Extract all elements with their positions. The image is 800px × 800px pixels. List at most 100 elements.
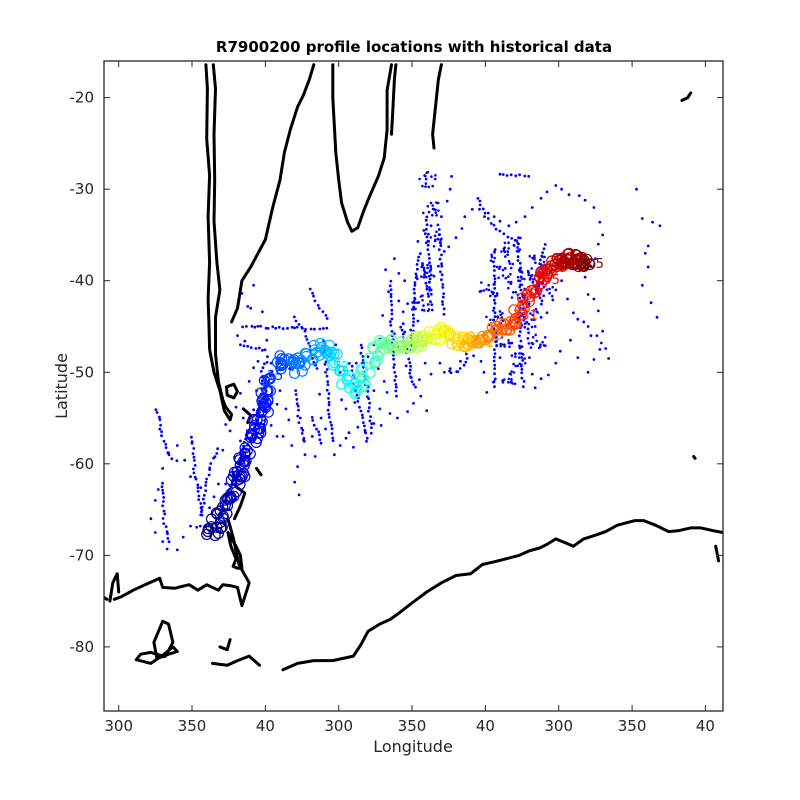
historical-point bbox=[526, 269, 530, 273]
historical-point bbox=[464, 352, 468, 356]
historical-point bbox=[369, 415, 372, 418]
historical-point bbox=[427, 295, 430, 298]
historical-point bbox=[540, 299, 544, 303]
historical-point bbox=[359, 343, 363, 347]
historical-point bbox=[540, 302, 543, 306]
historical-point bbox=[360, 346, 364, 350]
coastline bbox=[281, 519, 723, 672]
float-profile-marker bbox=[523, 296, 535, 308]
historical-point bbox=[518, 352, 521, 355]
float-profile-number: 105 bbox=[403, 336, 428, 351]
historical-point bbox=[533, 386, 537, 390]
y-tick-label: -60 bbox=[70, 455, 95, 473]
historical-point bbox=[421, 184, 424, 188]
historical-point bbox=[478, 207, 481, 211]
historical-point bbox=[257, 346, 261, 350]
historical-point bbox=[493, 315, 497, 318]
historical-point bbox=[425, 215, 429, 219]
historical-point bbox=[646, 244, 650, 248]
historical-point bbox=[259, 324, 262, 328]
historical-point bbox=[538, 296, 542, 300]
historical-point bbox=[281, 327, 285, 331]
historical-point bbox=[334, 343, 338, 347]
historical-point bbox=[560, 187, 563, 191]
historical-point bbox=[321, 310, 325, 313]
historical-point bbox=[424, 218, 428, 222]
historical-point bbox=[327, 400, 331, 404]
coastline bbox=[390, 63, 398, 136]
historical-point bbox=[539, 315, 543, 319]
historical-point bbox=[425, 227, 428, 231]
historical-point bbox=[319, 416, 323, 420]
historical-point bbox=[478, 203, 482, 207]
historical-point bbox=[422, 304, 425, 307]
historical-point bbox=[311, 419, 315, 422]
coastline bbox=[104, 595, 109, 601]
historical-point bbox=[224, 482, 228, 486]
historical-point bbox=[275, 402, 279, 406]
historical-point bbox=[533, 318, 536, 322]
historical-point bbox=[317, 306, 321, 310]
historical-point bbox=[324, 314, 328, 317]
historical-point bbox=[356, 425, 360, 429]
float-profile-marker bbox=[466, 337, 478, 349]
historical-point bbox=[260, 379, 264, 383]
historical-point bbox=[370, 422, 374, 426]
historical-point bbox=[577, 194, 581, 198]
historical-point bbox=[440, 237, 443, 241]
historical-point bbox=[297, 323, 301, 326]
historical-point bbox=[572, 311, 575, 315]
historical-point bbox=[442, 292, 446, 295]
historical-point bbox=[215, 452, 219, 455]
y-tick-label: -80 bbox=[70, 638, 95, 656]
historical-point bbox=[532, 277, 535, 281]
historical-point bbox=[286, 326, 289, 330]
historical-point bbox=[192, 467, 195, 471]
historical-point bbox=[426, 292, 430, 296]
historical-point bbox=[410, 380, 414, 383]
historical-point bbox=[429, 300, 432, 304]
x-tick-label: 350 bbox=[618, 717, 647, 735]
historical-point bbox=[393, 257, 396, 261]
historical-point bbox=[437, 248, 441, 252]
historical-point bbox=[417, 255, 420, 259]
historical-point bbox=[531, 335, 535, 339]
historical-point bbox=[361, 416, 365, 419]
historical-point bbox=[438, 240, 442, 244]
float-profile-marker bbox=[263, 373, 275, 385]
historical-point bbox=[412, 402, 415, 405]
historical-point bbox=[256, 359, 260, 363]
historical-point bbox=[522, 380, 526, 383]
historical-point bbox=[635, 187, 638, 191]
y-axis-label: Latitude bbox=[52, 353, 71, 419]
historical-point bbox=[510, 380, 513, 383]
historical-point bbox=[531, 313, 535, 317]
historical-point bbox=[493, 287, 497, 290]
historical-point bbox=[506, 235, 510, 239]
historical-point bbox=[394, 383, 398, 386]
float-profile-number: 231 bbox=[513, 309, 538, 324]
float-profile-marker bbox=[334, 365, 346, 377]
historical-point bbox=[296, 404, 300, 408]
historical-point bbox=[426, 263, 429, 267]
historical-point bbox=[533, 256, 536, 259]
historical-point bbox=[512, 244, 516, 248]
historical-point bbox=[308, 287, 312, 291]
historical-point bbox=[493, 377, 497, 381]
historical-point bbox=[425, 409, 429, 413]
historical-point bbox=[510, 370, 513, 373]
historical-point bbox=[447, 245, 451, 249]
x-tick-label: 300 bbox=[544, 717, 573, 735]
float-profile-marker bbox=[234, 478, 246, 491]
historical-point bbox=[154, 408, 158, 412]
historical-point bbox=[427, 274, 431, 278]
float-profile-marker bbox=[476, 330, 489, 342]
historical-point bbox=[252, 366, 256, 370]
historical-point bbox=[516, 259, 520, 262]
historical-point bbox=[539, 343, 542, 347]
historical-point bbox=[204, 484, 208, 487]
historical-point bbox=[416, 267, 419, 271]
historical-point bbox=[422, 266, 426, 270]
historical-point bbox=[379, 424, 383, 427]
historical-point bbox=[499, 342, 502, 346]
